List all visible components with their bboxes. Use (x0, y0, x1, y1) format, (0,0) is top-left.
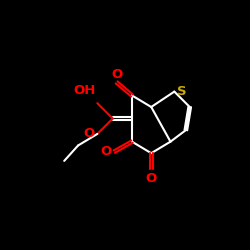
Text: O: O (83, 128, 94, 140)
Text: S: S (178, 85, 187, 98)
Text: O: O (100, 145, 111, 158)
Text: O: O (111, 68, 122, 81)
Text: O: O (146, 172, 157, 185)
Text: OH: OH (74, 84, 96, 97)
